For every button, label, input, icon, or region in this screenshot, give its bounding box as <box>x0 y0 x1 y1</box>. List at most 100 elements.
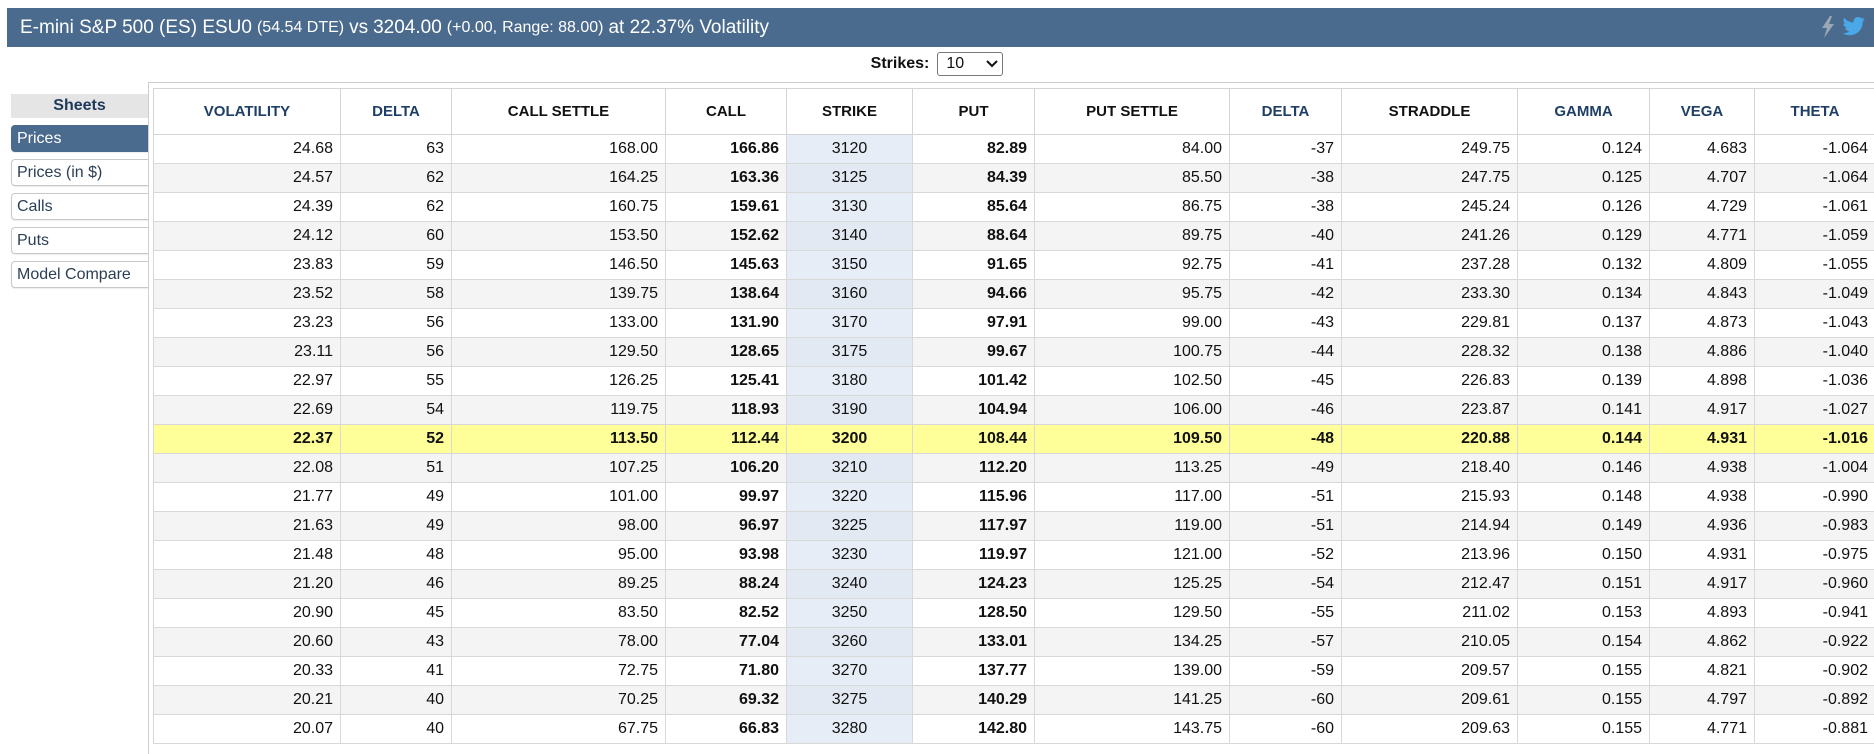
cell-put-price: 94.66 <box>912 279 1035 309</box>
cell-volatility: 21.63 <box>153 511 341 541</box>
cell-put-delta: -60 <box>1229 685 1342 715</box>
cell-volatility: 22.08 <box>153 453 341 483</box>
cell-vega: 4.707 <box>1649 163 1755 193</box>
sheet-tab-puts[interactable]: Puts <box>11 227 148 254</box>
cell-call-delta: 62 <box>340 192 452 222</box>
cell-volatility: 21.77 <box>153 482 341 512</box>
cell-put-delta: -46 <box>1229 395 1342 425</box>
column-header-strike[interactable]: STRIKE <box>786 88 913 135</box>
cell-call-delta: 52 <box>340 424 452 454</box>
column-header-gamma[interactable]: GAMMA <box>1517 88 1650 135</box>
sheet-tab-calls[interactable]: Calls <box>11 193 148 220</box>
cell-theta: -0.960 <box>1754 569 1874 599</box>
cell-call-settle: 67.75 <box>451 714 666 744</box>
column-header-theta[interactable]: THETA <box>1754 88 1874 135</box>
cell-straddle: 209.61 <box>1341 685 1518 715</box>
cell-call-delta: 41 <box>340 656 452 686</box>
table-row: 20.60 43 78.00 77.04 3260 133.01 134.25 -57 210.… <box>153 627 1874 657</box>
cell-volatility: 24.68 <box>153 134 341 164</box>
cell-put-price: 119.97 <box>912 540 1035 570</box>
price-range: Range: 88.00) <box>502 18 604 36</box>
cell-vega: 4.771 <box>1649 221 1755 251</box>
cell-put-settle: 85.50 <box>1034 163 1230 193</box>
sheets-sidebar: Sheets Prices Prices (in $) Calls Puts M… <box>11 94 148 288</box>
cell-vega: 4.683 <box>1649 134 1755 164</box>
column-header-put-settle[interactable]: PUT SETTLE <box>1034 88 1230 135</box>
price-change: (+0.00, <box>446 18 498 36</box>
cell-straddle: 212.47 <box>1341 569 1518 599</box>
cell-call-delta: 49 <box>340 511 452 541</box>
column-header-vega[interactable]: VEGA <box>1649 88 1755 135</box>
sheet-tab-prices[interactable]: Prices <box>11 125 148 152</box>
cell-vega: 4.936 <box>1649 511 1755 541</box>
cell-theta: -1.027 <box>1754 395 1874 425</box>
cell-straddle: 245.24 <box>1341 192 1518 222</box>
cell-put-settle: 102.50 <box>1034 366 1230 396</box>
cell-gamma: 0.125 <box>1517 163 1650 193</box>
cell-call-settle: 133.00 <box>451 308 666 338</box>
sheets-title: Sheets <box>11 94 148 118</box>
cell-put-price: 115.96 <box>912 482 1035 512</box>
column-header-put[interactable]: PUT <box>912 88 1035 135</box>
table-row: 23.23 56 133.00 131.90 3170 97.91 99.00 -43 229.… <box>153 308 1874 338</box>
cell-strike: 3130 <box>786 192 913 222</box>
cell-volatility: 22.37 <box>153 424 341 454</box>
prices-table-container[interactable]: VOLATILITY DELTA CALL SETTLE CALL STRIKE… <box>148 82 1874 754</box>
cell-vega: 4.898 <box>1649 366 1755 396</box>
cell-vega: 4.843 <box>1649 279 1755 309</box>
cell-strike: 3120 <box>786 134 913 164</box>
cell-straddle: 210.05 <box>1341 627 1518 657</box>
cell-strike: 3230 <box>786 540 913 570</box>
sheet-tab-prices-dollars[interactable]: Prices (in $) <box>11 159 148 186</box>
cell-call-settle: 139.75 <box>451 279 666 309</box>
cell-theta: -1.040 <box>1754 337 1874 367</box>
cell-put-price: 133.01 <box>912 627 1035 657</box>
cell-theta: -0.881 <box>1754 714 1874 744</box>
cell-put-price: 84.39 <box>912 163 1035 193</box>
cell-call-price: 138.64 <box>665 279 787 309</box>
cell-theta: -1.043 <box>1754 308 1874 338</box>
cell-volatility: 20.90 <box>153 598 341 628</box>
cell-straddle: 215.93 <box>1341 482 1518 512</box>
cell-call-settle: 113.50 <box>451 424 666 454</box>
cell-strike: 3260 <box>786 627 913 657</box>
cell-call-price: 66.83 <box>665 714 787 744</box>
column-header-call-settle[interactable]: CALL SETTLE <box>451 88 666 135</box>
cell-call-settle: 70.25 <box>451 685 666 715</box>
cell-put-delta: -43 <box>1229 308 1342 338</box>
cell-gamma: 0.129 <box>1517 221 1650 251</box>
cell-volatility: 23.52 <box>153 279 341 309</box>
cell-call-settle: 160.75 <box>451 192 666 222</box>
cell-put-settle: 141.25 <box>1034 685 1230 715</box>
cell-call-delta: 40 <box>340 714 452 744</box>
cell-volatility: 24.12 <box>153 221 341 251</box>
cell-gamma: 0.155 <box>1517 656 1650 686</box>
cell-call-price: 159.61 <box>665 192 787 222</box>
vs-text: vs <box>349 16 369 38</box>
cell-strike: 3150 <box>786 250 913 280</box>
cell-call-price: 125.41 <box>665 366 787 396</box>
twitter-bird-icon[interactable] <box>1842 17 1866 43</box>
cell-volatility: 22.69 <box>153 395 341 425</box>
column-header-call[interactable]: CALL <box>665 88 787 135</box>
cell-put-settle: 106.00 <box>1034 395 1230 425</box>
cell-call-price: 96.97 <box>665 511 787 541</box>
cell-strike: 3275 <box>786 685 913 715</box>
column-header-put-delta[interactable]: DELTA <box>1229 88 1342 135</box>
strikes-select[interactable]: 10 <box>937 52 1004 76</box>
table-row: 20.21 40 70.25 69.32 3275 140.29 141.25 -60 209.… <box>153 685 1874 715</box>
cell-call-delta: 56 <box>340 337 452 367</box>
column-header-straddle[interactable]: STRADDLE <box>1341 88 1518 135</box>
cell-call-delta: 40 <box>340 685 452 715</box>
column-header-call-delta[interactable]: DELTA <box>340 88 452 135</box>
cell-put-settle: 121.00 <box>1034 540 1230 570</box>
column-header-volatility[interactable]: VOLATILITY <box>153 88 341 135</box>
lightning-icon[interactable] <box>1820 16 1836 44</box>
cell-theta: -1.064 <box>1754 163 1874 193</box>
sheet-tab-model-compare[interactable]: Model Compare <box>11 261 148 288</box>
sheet-tab-label: Puts <box>17 231 50 249</box>
table-row: 24.57 62 164.25 163.36 3125 84.39 85.50 -38 247.… <box>153 163 1874 193</box>
title-bar: E-mini S&P 500 (ES) ESU0 (54.54 DTE) vs … <box>7 8 1874 47</box>
cell-put-delta: -49 <box>1229 453 1342 483</box>
cell-theta: -0.922 <box>1754 627 1874 657</box>
